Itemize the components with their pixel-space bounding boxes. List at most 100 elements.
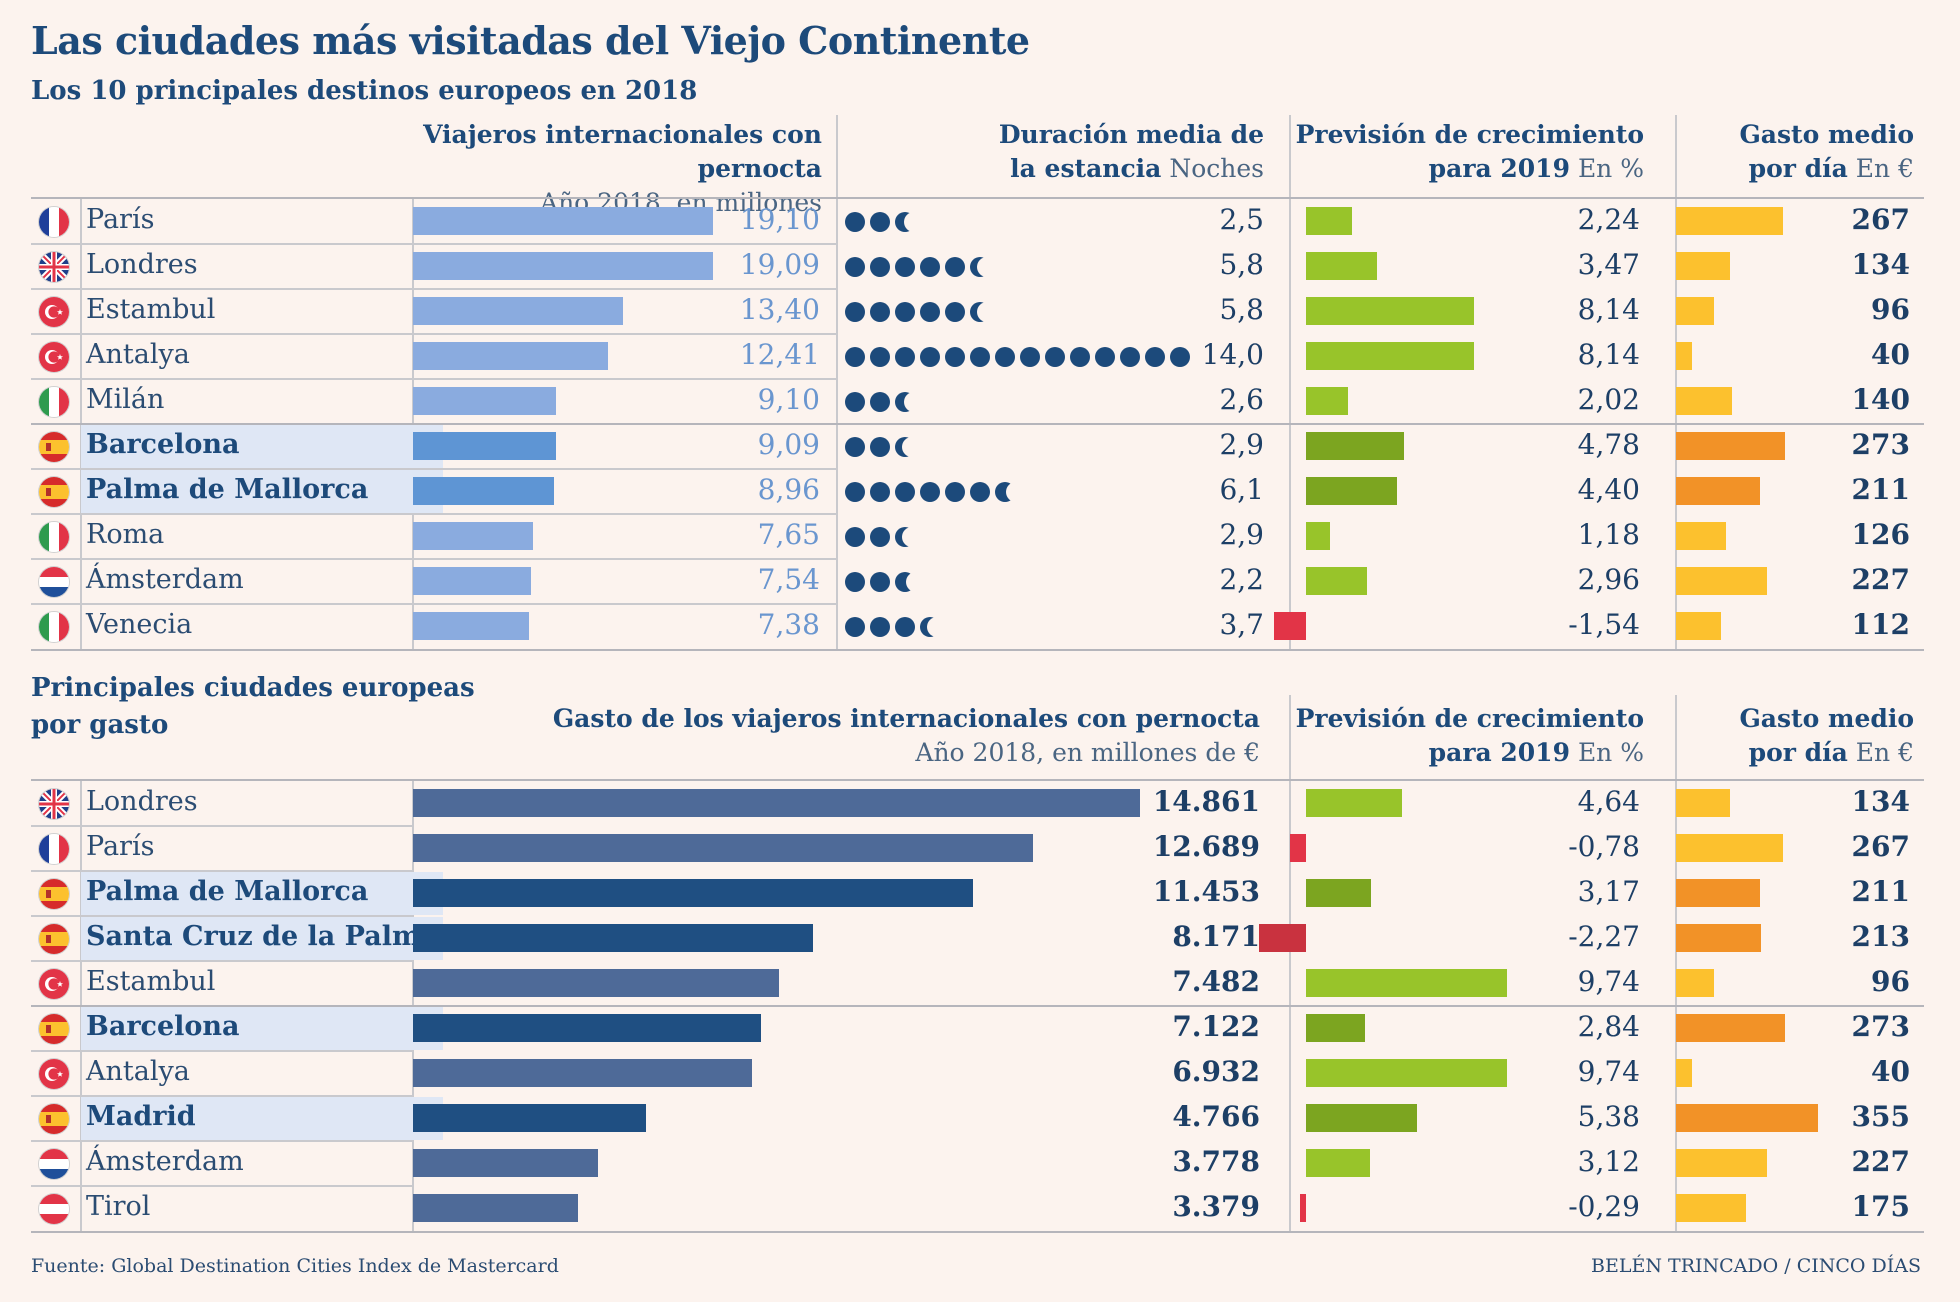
spend-value: 175	[1851, 1190, 1910, 1223]
flag-tr-icon	[39, 1059, 69, 1089]
night-dot	[845, 302, 865, 322]
s1-table-row: Venecia 7,38 3,7 -1,54 112	[31, 604, 1924, 649]
night-dot	[845, 257, 865, 277]
spend-bar	[1676, 342, 1692, 370]
spend-bar	[1676, 522, 1727, 550]
night-partial-icon	[895, 392, 915, 412]
night-dot	[870, 527, 890, 547]
s2-row-divider	[31, 1005, 1924, 1007]
growth-value: -2,27	[1568, 920, 1640, 953]
nights-dots	[845, 211, 915, 233]
night-dot	[945, 257, 965, 277]
growth-value: 4,78	[1577, 428, 1640, 461]
s2-highlight-bg	[81, 1007, 443, 1050]
s1-col-growth-unit: En %	[1577, 154, 1644, 183]
spend-value: 273	[1851, 428, 1910, 461]
growth-bar	[1306, 477, 1397, 505]
spend-bar	[1676, 1104, 1818, 1132]
night-dot	[1095, 347, 1115, 367]
spend-value: 227	[1851, 563, 1910, 596]
nights-dots	[845, 346, 1190, 368]
night-dot	[845, 572, 865, 592]
spend-value: 126	[1851, 518, 1910, 551]
s2-table-row: París 12.689 -0,78 267	[31, 826, 1924, 872]
travelers-bar	[413, 297, 624, 325]
s2-divider-growth-left	[1289, 695, 1291, 1232]
nights-value: 6,1	[1219, 473, 1264, 506]
spend-value: 112	[1851, 608, 1910, 641]
spend-value: 96	[1871, 293, 1910, 326]
night-dot	[895, 482, 915, 502]
travelers-value: 7,54	[757, 563, 820, 596]
s1-table-row: Estambul 13,40 5,8 8,14 96	[31, 289, 1924, 335]
growth-value: 4,64	[1577, 785, 1640, 818]
flag-fr-icon	[39, 207, 69, 237]
total-spend-bar	[413, 969, 779, 997]
night-partial-icon	[895, 212, 915, 232]
growth-bar	[1306, 297, 1474, 325]
night-dot	[1020, 347, 1040, 367]
spend-bar	[1676, 252, 1730, 280]
spend-value: 211	[1851, 875, 1910, 908]
s2-city-label: Palma de Mallorca	[86, 876, 369, 907]
s2-highlight-bg	[81, 1097, 443, 1140]
nights-value: 14,0	[1201, 338, 1264, 371]
flag-es-icon	[39, 879, 69, 909]
travelers-bar	[413, 252, 713, 280]
flag-it-icon	[39, 612, 69, 642]
travelers-value: 12,41	[739, 338, 820, 371]
s1-col-nights-unit: Noches	[1169, 154, 1264, 183]
nights-dots	[845, 481, 1015, 503]
total-spend-value: 12.689	[1152, 830, 1260, 863]
growth-bar	[1306, 969, 1507, 997]
total-spend-value: 11.453	[1152, 875, 1260, 908]
travelers-bar	[413, 432, 556, 460]
s2-col-total-sub: Año 2018, en millones de €	[915, 738, 1260, 767]
night-dot	[870, 257, 890, 277]
night-partial-icon	[895, 437, 915, 457]
nights-dots	[845, 526, 915, 548]
nights-value: 2,5	[1219, 203, 1264, 236]
night-dot	[870, 212, 890, 232]
s1-bottom-rule	[31, 649, 1924, 651]
growth-value: -0,29	[1568, 1190, 1640, 1223]
night-dot	[920, 347, 940, 367]
travelers-bar	[413, 342, 608, 370]
s2-bottom-rule	[31, 1231, 1924, 1233]
s2-city-label: Barcelona	[86, 1011, 240, 1042]
spend-bar	[1676, 969, 1715, 997]
s2-table-row: Palma de Mallorca 11.453 3,17 211	[31, 871, 1924, 917]
growth-bar	[1306, 522, 1331, 550]
s2-row-divider	[31, 1185, 412, 1187]
night-dot	[845, 347, 865, 367]
nights-dots	[845, 391, 915, 413]
night-partial-icon	[920, 617, 940, 637]
growth-bar	[1306, 207, 1353, 235]
growth-value: 2,02	[1577, 383, 1640, 416]
travelers-bar	[413, 477, 554, 505]
s1-col-travelers-title: Viajeros internacionales con pernocta	[423, 120, 822, 183]
growth-bar	[1289, 834, 1306, 862]
night-dot	[1045, 347, 1065, 367]
total-spend-bar	[413, 1194, 579, 1222]
night-partial-icon	[895, 527, 915, 547]
s1-divider-travelers-left	[836, 115, 838, 650]
growth-value: -1,54	[1568, 608, 1640, 641]
spend-bar	[1676, 297, 1715, 325]
night-dot	[970, 347, 990, 367]
night-dot	[895, 347, 915, 367]
flag-es-icon	[39, 477, 69, 507]
s1-top-rule	[31, 197, 1924, 199]
s2-table-row: Antalya 6.932 9,74 40	[31, 1051, 1924, 1097]
section1-subtitle: Los 10 principales destinos europeos en …	[31, 76, 698, 106]
s2-row-divider	[31, 1050, 412, 1052]
travelers-bar	[413, 522, 534, 550]
flag-es-icon	[39, 1014, 69, 1044]
night-dot	[845, 392, 865, 412]
spend-value: 40	[1871, 338, 1910, 371]
s2-divider-spend-left	[1675, 695, 1677, 1232]
spend-bar	[1676, 1194, 1746, 1222]
night-dot	[995, 347, 1015, 367]
travelers-value: 8,96	[757, 473, 820, 506]
s2-highlight-bg	[81, 917, 443, 960]
